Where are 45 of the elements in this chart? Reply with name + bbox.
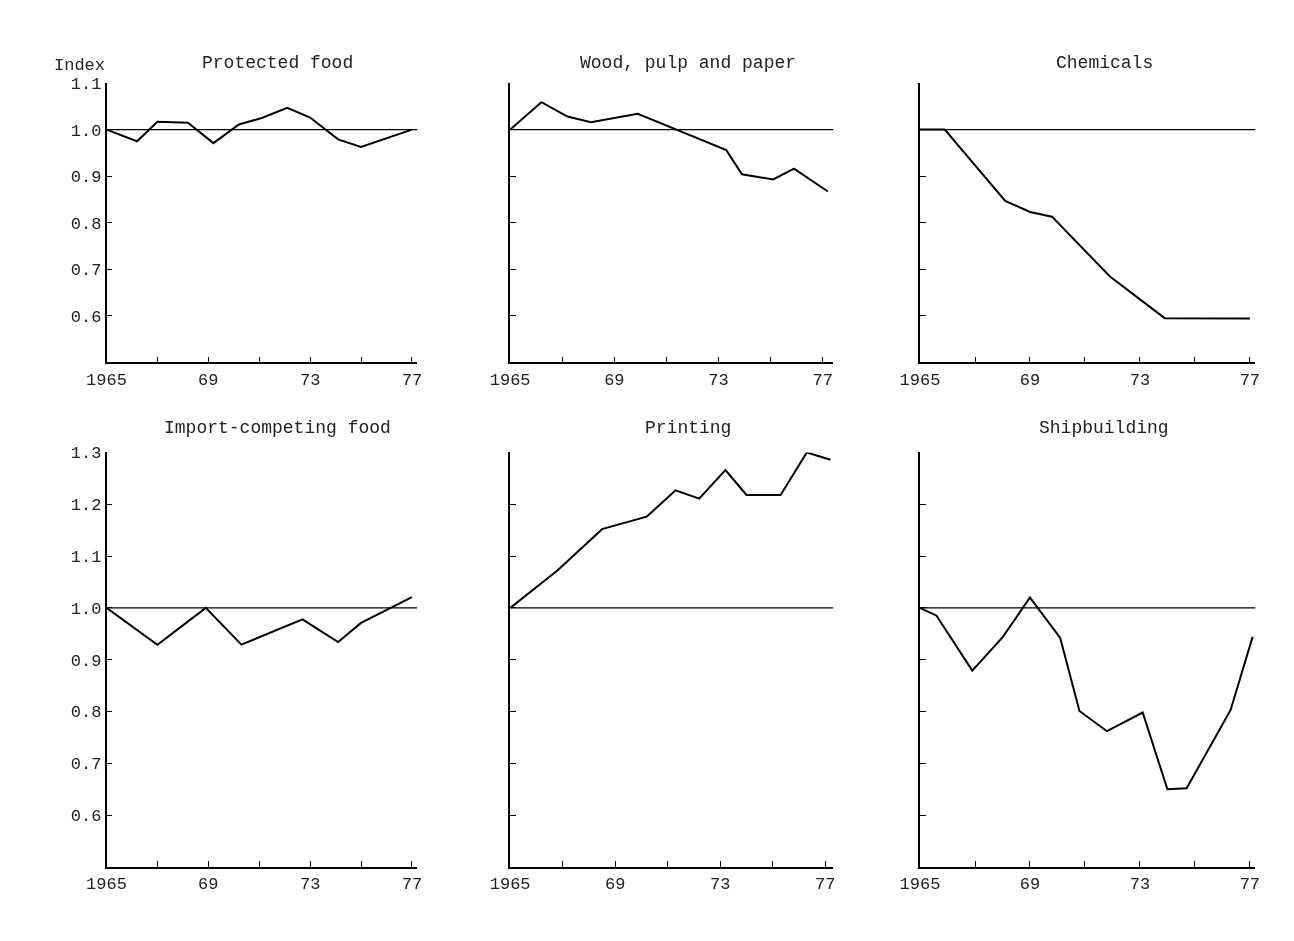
- y-tick-label: 0.9: [70, 168, 102, 188]
- x-tick-label: 77: [815, 875, 836, 895]
- x-tick-label: 1965: [86, 370, 127, 390]
- x-tick-label: 1965: [489, 370, 531, 390]
- x-tick-label: 73: [1129, 875, 1151, 895]
- x-tick-label: 77: [812, 370, 833, 390]
- y-tick-label: 0.7: [70, 755, 102, 775]
- y-axis-title: Index: [54, 56, 106, 75]
- chart-title: Chemicals: [1056, 53, 1154, 73]
- x-tick-label: 73: [1129, 370, 1151, 390]
- y-tick-label: 0.7: [70, 261, 102, 281]
- y-tick-label: 1.0: [70, 121, 102, 141]
- chart-title: Printing: [645, 418, 732, 438]
- x-tick-label: 1965: [899, 875, 941, 895]
- x-tick-label: 1965: [899, 370, 941, 390]
- x-tick-label: 1965: [489, 875, 531, 895]
- y-tick-label: 1.0: [70, 599, 102, 619]
- x-tick-label: 69: [1019, 370, 1041, 390]
- y-tick-label: 0.9: [70, 651, 102, 671]
- x-tick-label: 69: [604, 370, 625, 390]
- x-tick-label: 77: [1239, 370, 1261, 390]
- x-tick-label: 77: [1239, 875, 1261, 895]
- chart-title: Wood, pulp and paper: [580, 53, 797, 73]
- x-tick-label: 69: [604, 875, 626, 895]
- x-tick-label: 73: [299, 875, 321, 895]
- x-tick-label: 69: [1019, 875, 1041, 895]
- y-tick-label: 0.6: [70, 307, 102, 327]
- y-tick-label: 0.6: [70, 807, 102, 827]
- y-tick-label: 1.1: [70, 75, 102, 95]
- y-tick-label: 1.2: [70, 496, 102, 516]
- x-tick-label: 73: [299, 370, 321, 390]
- x-tick-label: 73: [710, 875, 731, 895]
- x-tick-label: 77: [401, 875, 423, 895]
- chart-title: Import-competing food: [164, 418, 391, 438]
- x-tick-label: 77: [401, 370, 423, 390]
- x-tick-label: 1965: [86, 875, 127, 895]
- y-tick-label: 1.1: [70, 548, 102, 568]
- x-tick-label: 69: [198, 875, 219, 895]
- chart-title: Protected food: [202, 53, 354, 73]
- y-tick-label: 0.8: [70, 214, 102, 234]
- x-tick-label: 69: [198, 370, 219, 390]
- y-tick-label: 0.8: [70, 703, 102, 723]
- x-tick-label: 73: [708, 370, 729, 390]
- chart-title: Shipbuilding: [1039, 418, 1169, 438]
- y-tick-label: 1.3: [70, 444, 102, 464]
